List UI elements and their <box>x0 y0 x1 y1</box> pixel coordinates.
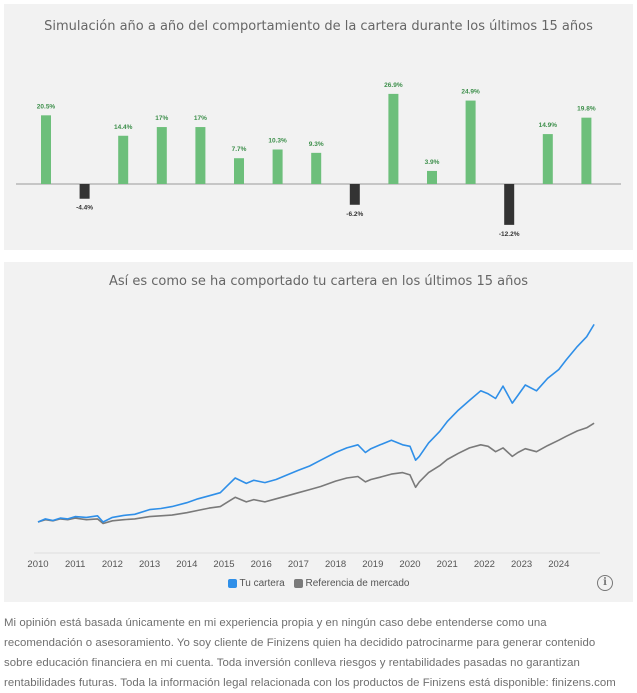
bar-2011 <box>79 184 90 199</box>
series-line-tu-cartera <box>37 323 595 523</box>
disclaimer-line: sobre educación financiera en mi cuenta.… <box>4 657 580 669</box>
bar-value-label: 24.9% <box>461 89 480 96</box>
bar-2021 <box>465 100 476 184</box>
bar-chart-title: Simulación año a año del comportamiento … <box>44 19 593 34</box>
bar-2015 <box>234 158 244 184</box>
bar-value-label: 9.3% <box>309 141 324 148</box>
bar-value-label: 14.9% <box>539 122 558 129</box>
legend-label: Referencia de mercado <box>305 578 410 589</box>
disclaimer-text: Mi opinión está basada únicamente en mi … <box>4 613 636 693</box>
bar-2024 <box>581 117 592 184</box>
bar-2019 <box>388 93 399 184</box>
bar-value-label: 17% <box>194 115 207 122</box>
bar-2013 <box>156 127 167 184</box>
bar-2017 <box>311 152 322 184</box>
x-tick-label: 2014 <box>176 559 197 570</box>
legend-swatch-gray <box>293 579 303 588</box>
x-tick-label: 2021 <box>437 559 458 570</box>
bar-2023 <box>542 134 553 184</box>
bar-value-label: 19.8% <box>577 106 596 113</box>
info-icon[interactable]: i <box>597 575 613 591</box>
x-tick-label: 2018 <box>325 559 346 570</box>
bar-2020 <box>427 170 437 184</box>
bar-2012 <box>118 135 129 184</box>
portfolio-growth-panel: Así es como se ha comportado tu cartera … <box>4 262 633 602</box>
annual-returns-bar-chart: 20.5% -4.4% 14.4% 17% 17% 7.7% 10.3% 9.3% -6.2% 2… <box>16 82 621 238</box>
line-chart-title: Así es como se ha comportado tu cartera … <box>108 274 529 289</box>
x-tick-label: 2023 <box>511 559 532 570</box>
bar-2016 <box>272 149 283 184</box>
bar-2014 <box>195 127 206 184</box>
x-tick-label: 2010 <box>27 559 48 570</box>
portfolio-growth-line-chart: 2010 2011 2012 2013 2014 2015 2016 2017 2018 2019… <box>27 323 600 570</box>
annual-returns-panel: Simulación año a año del comportamiento … <box>4 4 633 250</box>
legend-item-tu-cartera[interactable]: Tu cartera <box>227 578 285 589</box>
x-tick-label: 2012 <box>102 559 123 570</box>
legend-item-referencia[interactable]: Referencia de mercado <box>293 578 410 589</box>
bar-value-label: 7.7% <box>232 146 247 153</box>
x-tick-label: 2022 <box>474 559 495 570</box>
bar-2022 <box>504 184 515 225</box>
disclaimer-line: rentabilidades futuras. Toda la informac… <box>4 677 616 689</box>
bar-value-label: 17% <box>155 115 168 122</box>
bar-value-label: 14.4% <box>114 124 133 131</box>
bar-value-label: 3.9% <box>425 159 440 166</box>
bar-value-label: 10.3% <box>268 137 287 144</box>
chart-legend: Tu cartera Referencia de mercado <box>4 578 633 591</box>
x-tick-label: 2011 <box>65 559 85 570</box>
bar-value-label: 26.9% <box>384 82 403 89</box>
x-tick-label: 2013 <box>139 559 160 570</box>
bar-value-label: -4.4% <box>76 205 93 212</box>
bar-value-label: 20.5% <box>37 103 56 110</box>
bar-2018 <box>349 184 360 205</box>
legend-swatch-blue <box>227 579 237 588</box>
x-tick-label: 2016 <box>251 559 272 570</box>
bar-value-label: -6.2% <box>346 211 363 218</box>
series-line-referencia-de-mercado <box>37 422 595 525</box>
bar-value-label: -12.2% <box>499 231 520 238</box>
x-tick-label: 2019 <box>362 559 383 570</box>
disclaimer-line: Mi opinión está basada únicamente en mi … <box>4 617 547 629</box>
bar-2010 <box>41 115 51 184</box>
x-tick-label: 2015 <box>213 559 234 570</box>
x-tick-label: 2024 <box>548 559 569 570</box>
x-tick-label: 2020 <box>399 559 420 570</box>
legend-label: Tu cartera <box>239 578 285 589</box>
disclaimer-line: recomendación o asesoramiento. Yo soy cl… <box>4 637 596 649</box>
x-tick-label: 2017 <box>288 559 309 570</box>
